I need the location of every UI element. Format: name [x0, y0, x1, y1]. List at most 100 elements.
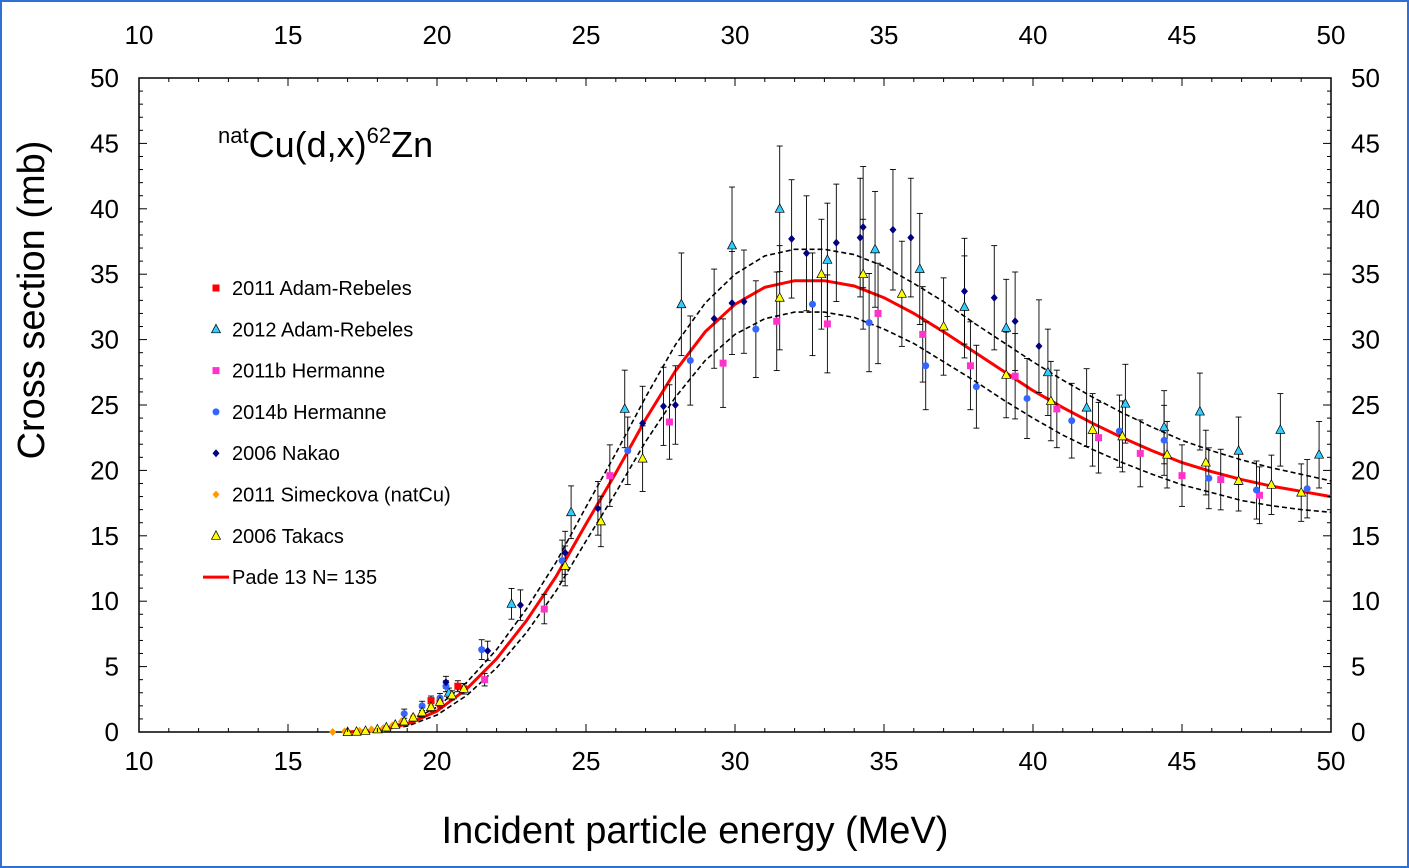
legend-label: 2006 Nakao: [232, 443, 340, 465]
x-tick-label-bottom: 35: [870, 746, 899, 776]
data-point-2014b-hermanne-5: [558, 557, 566, 565]
data-point-2012-adam-rebeles-16: [1194, 405, 1205, 416]
x-tick-label-top: 15: [274, 20, 303, 50]
data-point-2011b-hermanne-5: [773, 317, 781, 325]
x-tick-label-top: 35: [870, 20, 899, 50]
data-point-2014b-hermanne-8: [752, 325, 760, 333]
x-tick-label-bottom: 25: [572, 746, 601, 776]
y-tick-label-right: 0: [1351, 717, 1365, 747]
data-point-2014b-hermanne-12: [972, 383, 980, 391]
data-point-2006-takacs-9: [425, 701, 437, 711]
legend-marker-2006-takacs: [210, 530, 222, 540]
data-point-2012-adam-rebeles-15: [1159, 421, 1170, 432]
data-point-2006-takacs-1: [351, 725, 362, 736]
y-tick-label-left: 30: [90, 325, 119, 355]
x-tick-label-bottom: 50: [1317, 746, 1346, 776]
data-point-2006-nakao-12: [803, 249, 811, 258]
series-2012-adam-rebeles: [443, 203, 1325, 697]
data-point-2006-nakao-19: [990, 293, 998, 302]
x-tick-label-top: 45: [1168, 20, 1197, 50]
y-tick-label-right: 25: [1351, 390, 1380, 420]
data-point-2006-takacs-4: [381, 721, 392, 732]
data-point-2011b-hermanne-15: [1217, 476, 1225, 484]
x-tick-label-bottom: 20: [423, 746, 452, 776]
data-point-2006-nakao-7: [671, 401, 679, 409]
data-point-2011b-hermanne-3: [665, 418, 673, 426]
data-point-2006-takacs-19: [896, 288, 907, 298]
y-tick-label-left: 25: [90, 390, 119, 420]
data-point-2012-adam-rebeles-12: [1042, 366, 1053, 377]
data-point-2011-adam-rebeles-0: [427, 697, 435, 705]
y-tick-label-right: 30: [1351, 325, 1380, 355]
x-tick-label-bottom: 15: [274, 746, 303, 776]
x-tick-label-bottom: 45: [1168, 746, 1197, 776]
data-point-2012-adam-rebeles-8: [869, 243, 881, 254]
data-point-2006-takacs-15: [637, 452, 648, 463]
data-point-2014b-hermanne-4: [478, 646, 486, 654]
legend-label: 2014b Hermanne: [232, 402, 387, 424]
data-point-2006-nakao-6: [659, 402, 667, 411]
y-tick-label-right: 5: [1351, 652, 1365, 682]
x-tick-label-bottom: 40: [1019, 746, 1048, 776]
data-point-2006-takacs-10: [434, 696, 446, 706]
x-tick-label-bottom: 10: [125, 746, 154, 776]
data-point-2006-takacs-27: [1233, 475, 1244, 485]
legend-marker-2012-adam-rebeles: [210, 323, 222, 334]
data-point-2014b-hermanne-17: [1205, 474, 1213, 482]
data-point-2006-takacs-25: [1162, 448, 1173, 459]
data-point-2011b-hermanne-1: [540, 605, 548, 613]
data-point-2006-nakao-20: [1011, 317, 1019, 326]
data-point-2006-nakao-13: [832, 238, 840, 247]
legend-item-2014b-hermanne: 2014b Hermanne: [212, 402, 387, 424]
y-tick-label-right: 15: [1351, 521, 1380, 551]
reaction-superscript-2: 62: [367, 123, 391, 148]
data-point-2006-takacs-2: [360, 725, 371, 735]
x-tick-label-top: 25: [572, 20, 601, 50]
data-point-2011b-hermanne-0: [481, 676, 489, 684]
legend-label: Pade 13 N= 135: [232, 567, 377, 589]
data-point-2011b-hermanne-11: [1053, 405, 1061, 413]
data-point-2006-takacs-7: [408, 711, 419, 722]
data-point-2006-nakao-0: [442, 678, 450, 687]
data-point-2006-takacs-17: [816, 268, 827, 279]
data-point-2014b-hermanne-15: [1115, 427, 1123, 435]
data-point-2011b-hermanne-8: [919, 330, 927, 338]
upper-band-line: [347, 248, 1332, 733]
data-point-2006-nakao-3: [561, 548, 569, 557]
data-point-2006-takacs-28: [1266, 479, 1277, 489]
legend-item-2006-takacs: 2006 Takacs: [210, 526, 344, 548]
data-point-2011b-hermanne-13: [1136, 449, 1144, 457]
data-point-2012-adam-rebeles-11: [1001, 322, 1012, 332]
x-tick-label-bottom: 30: [721, 746, 750, 776]
legend-marker-2006-nakao: [212, 449, 220, 458]
data-point-2006-takacs-20: [938, 320, 949, 331]
data-point-2014b-hermanne-19: [1303, 485, 1311, 493]
data-point-2014b-hermanne-0: [400, 710, 408, 718]
data-point-2006-takacs-13: [560, 560, 571, 570]
x-tick-label-top: 50: [1317, 20, 1346, 50]
y-tick-label-left: 0: [105, 717, 119, 747]
y-tick-label-left: 45: [90, 128, 119, 158]
data-point-2011-adam-rebeles-2: [454, 682, 462, 690]
data-point-2006-nakao-5: [639, 419, 647, 428]
legend-label: 2011b Hermanne: [232, 361, 385, 383]
y-tick-label-right: 35: [1351, 259, 1380, 289]
data-point-2011b-hermanne-14: [1178, 472, 1186, 480]
y-tick-label-left: 15: [90, 521, 119, 551]
legend: 2011 Adam-Rebeles 2012 Adam-Rebeles 2011b …: [203, 278, 451, 589]
data-point-2014b-hermanne-10: [865, 319, 873, 327]
data-point-2006-takacs-24: [1117, 430, 1128, 441]
data-point-2006-nakao-10: [740, 297, 748, 306]
y-tick-label-left: 35: [90, 259, 119, 289]
y-tick-label-left: 40: [90, 194, 119, 224]
reaction-prefix-superscript: nat: [218, 123, 249, 148]
legend-label: 2011 Simeckova (natCu): [232, 485, 451, 507]
legend-item-2011b-hermanne: 2011b Hermanne: [212, 361, 385, 383]
data-point-2006-takacs-23: [1087, 424, 1098, 434]
data-point-2012-adam-rebeles-10: [959, 301, 970, 311]
data-point-2014b-hermanne-14: [1068, 417, 1076, 425]
legend-label: 2012 Adam-Rebeles: [232, 319, 413, 341]
legend-label: 2006 Takacs: [232, 526, 344, 548]
y-tick-label-left: 10: [90, 586, 119, 616]
